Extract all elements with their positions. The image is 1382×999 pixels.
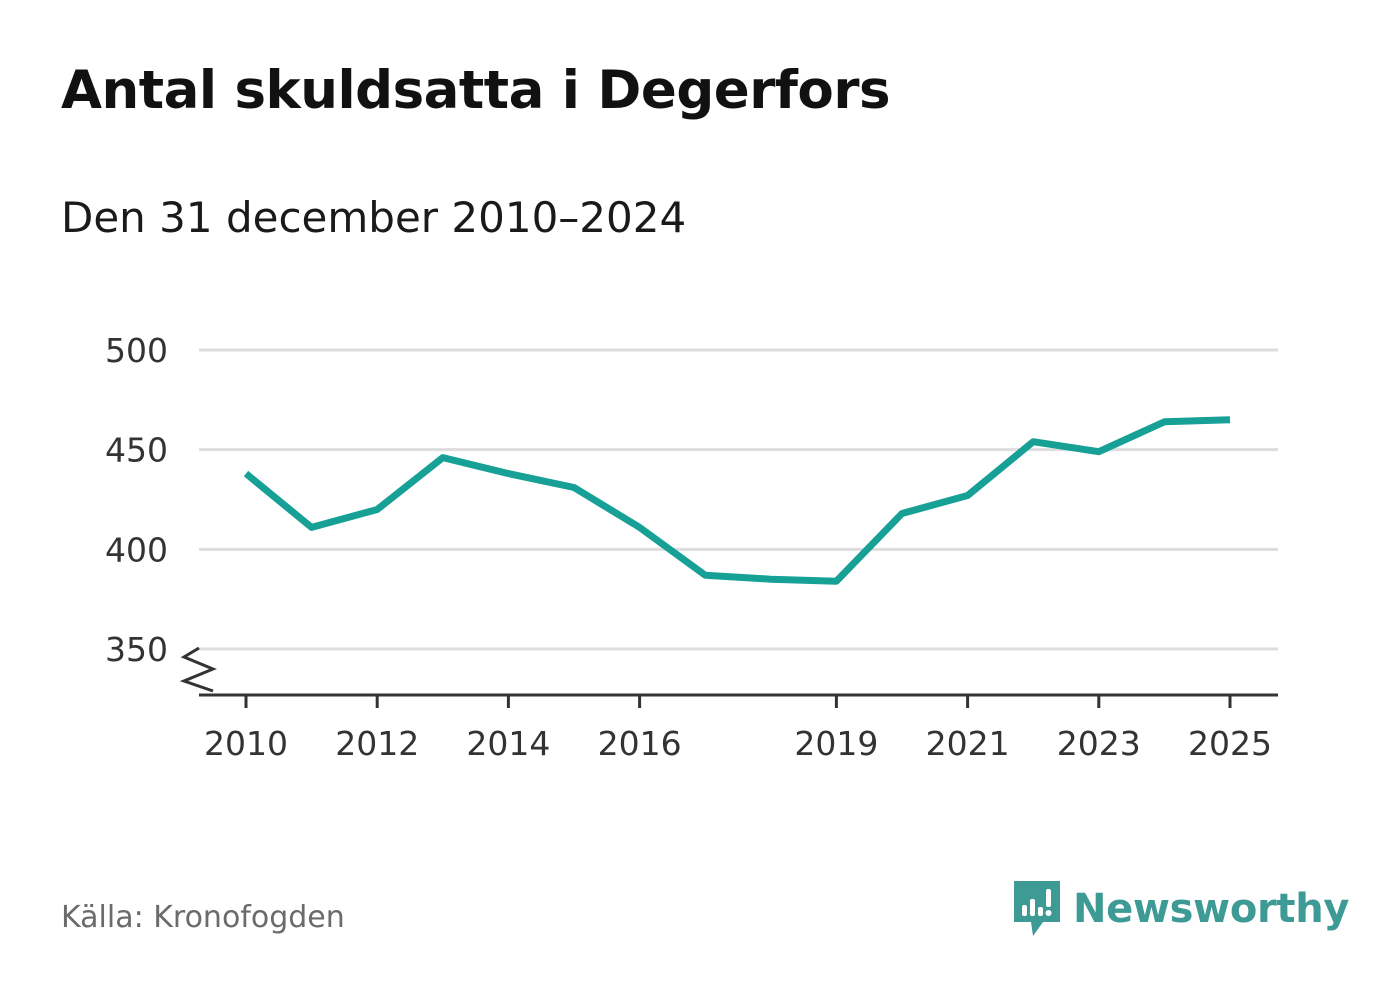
y-axis-break-mark <box>179 646 217 693</box>
x-tick-label-2025: 2025 <box>1188 724 1272 763</box>
data-point-2012 <box>374 506 381 513</box>
data-point-2024 <box>1161 418 1168 425</box>
y-tick-label-450: 450 <box>105 431 168 470</box>
data-point-2018 <box>767 576 774 583</box>
logo-bubble <box>1014 881 1060 936</box>
source-note: Källa: Kronofogden <box>61 900 345 935</box>
x-tick-label-2019: 2019 <box>794 724 878 763</box>
y-tick-label-350: 350 <box>105 630 168 669</box>
y-axis-labels: 350 400 450 500 <box>105 331 168 669</box>
logo-bar-2 <box>1030 899 1035 916</box>
data-point-2016 <box>636 524 643 531</box>
logo-bar-1 <box>1022 905 1027 916</box>
brand-logo[interactable]: Newsworthy <box>1011 878 1350 940</box>
y-tick-label-500: 500 <box>105 331 168 370</box>
y-tick-label-400: 400 <box>105 530 168 569</box>
gridlines <box>199 348 1278 651</box>
x-tick-label-2014: 2014 <box>466 724 550 763</box>
series-line-0 <box>243 416 1231 585</box>
data-point-2025 <box>1227 416 1234 423</box>
logo-dot <box>1045 910 1052 916</box>
chart-subtitle: Den 31 december 2010–2024 <box>61 193 687 242</box>
x-axis-labels: 2010 2012 2014 2016 2019 2021 2023 2025 <box>204 724 1272 763</box>
data-point-2017 <box>702 572 709 579</box>
logo-bar-4 <box>1046 889 1051 907</box>
x-tick-label-2012: 2012 <box>335 724 419 763</box>
data-point-2013 <box>439 454 446 461</box>
data-point-2010 <box>243 470 250 477</box>
data-point-2011 <box>308 524 315 531</box>
data-point-2019 <box>833 578 840 585</box>
data-point-2014 <box>505 470 512 477</box>
brand-name: Newsworthy <box>1073 886 1350 932</box>
x-axis <box>179 646 1278 708</box>
chart-title: Antal skuldsatta i Degerfors <box>61 60 891 121</box>
data-point-2021 <box>964 492 971 499</box>
data-point-2022 <box>1030 438 1037 445</box>
x-tick-label-2021: 2021 <box>926 724 1010 763</box>
x-tick-label-2016: 2016 <box>598 724 682 763</box>
series-layer <box>243 416 1234 585</box>
data-point-2015 <box>571 484 578 491</box>
x-tick-label-2010: 2010 <box>204 724 288 763</box>
x-tick-label-2023: 2023 <box>1057 724 1141 763</box>
data-point-2023 <box>1095 448 1102 455</box>
logo-bar-3 <box>1038 907 1043 916</box>
newsworthy-logo-icon <box>1014 881 1060 936</box>
data-point-2020 <box>899 510 906 517</box>
